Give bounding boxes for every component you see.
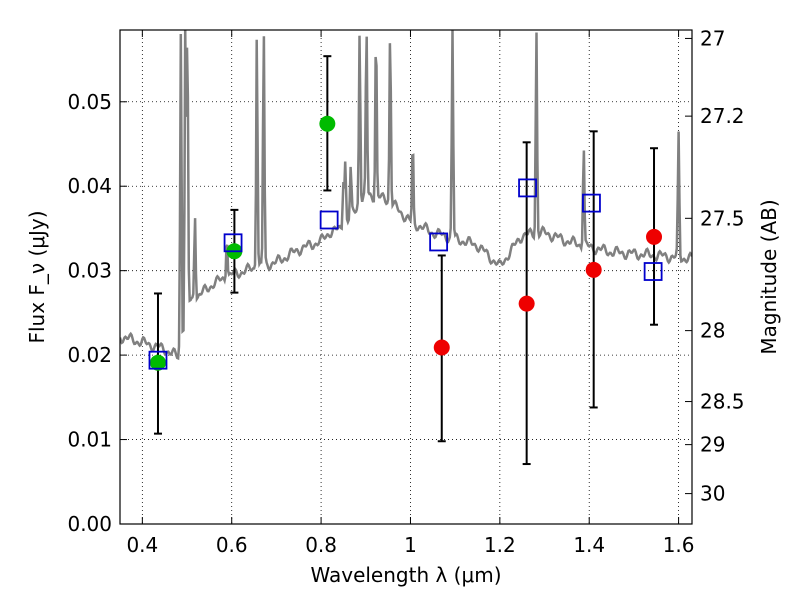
x-tick-label: 1.2	[484, 533, 516, 557]
square-point	[429, 232, 449, 252]
x-axis-title: Wavelength λ (μm)	[310, 563, 501, 587]
mag-tick-label: 27.2	[700, 104, 745, 128]
mag-tick-label: 30	[700, 482, 725, 506]
y-tick-label: 0.05	[67, 90, 112, 114]
square-point	[319, 210, 339, 230]
model-spectrum	[120, 30, 692, 361]
axis-tick-labels: 0.4 0.6 0.8 1 1.2 1.4 1.6 0.00 0.01 0.02 0.03 0.04 0…	[67, 26, 744, 557]
square-point	[582, 193, 601, 213]
mag-tick-label: 28	[700, 319, 725, 343]
data-points	[148, 55, 663, 466]
data-point	[646, 228, 663, 245]
square-point	[643, 262, 663, 281]
data-point	[518, 295, 535, 312]
data-point	[433, 339, 450, 356]
mag-tick-label: 27	[700, 26, 725, 50]
axis-titles: Wavelength λ (μm) Flux F_ν (μJy) Magnitude…	[25, 199, 781, 587]
x-tick-label: 1.4	[573, 533, 605, 557]
data-point	[585, 261, 602, 278]
y2-axis-title: Magnitude (AB)	[757, 199, 781, 354]
y-tick-label: 0.00	[67, 512, 112, 536]
y-tick-label: 0.01	[67, 428, 112, 452]
square-point	[148, 350, 168, 370]
mag-tick-label: 27.5	[700, 206, 745, 230]
model-spectrum-line	[120, 30, 692, 361]
square-point	[518, 178, 537, 198]
axis-ticks	[120, 30, 692, 525]
x-tick-label: 1.6	[663, 533, 695, 557]
data-point	[149, 354, 166, 371]
y-tick-label: 0.03	[67, 259, 112, 283]
mag-tick-label: 28.5	[700, 390, 745, 414]
square-point	[223, 233, 243, 253]
y-tick-label: 0.02	[67, 343, 112, 367]
y-axis-title: Flux F_ν (μJy)	[25, 210, 49, 343]
data-point	[319, 115, 336, 132]
x-tick-label: 1	[404, 533, 417, 557]
plot-frame	[119, 29, 693, 525]
x-tick-label: 0.8	[305, 533, 337, 557]
x-tick-label: 0.4	[126, 533, 158, 557]
y-tick-label: 0.04	[67, 174, 112, 198]
mag-tick-label: 29	[700, 433, 725, 457]
x-tick-label: 0.6	[216, 533, 248, 557]
